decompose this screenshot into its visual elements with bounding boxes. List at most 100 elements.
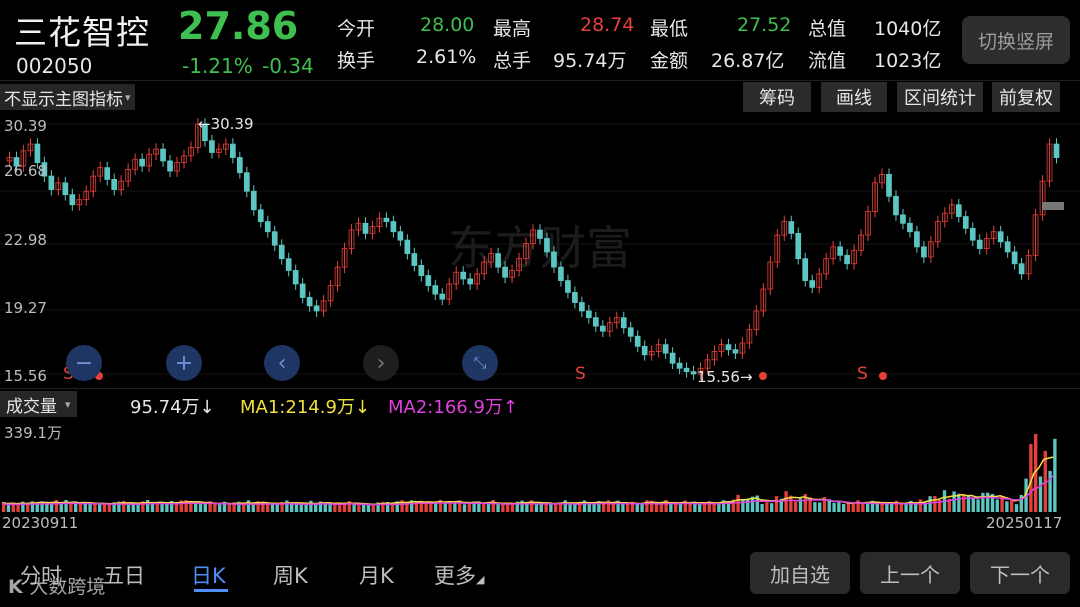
volume-bar — [952, 491, 956, 512]
tab-weekly-k[interactable]: 周K — [273, 564, 308, 588]
volume-bar — [923, 502, 927, 512]
volume-bar — [438, 499, 443, 512]
next-button[interactable]: 下一个 — [970, 552, 1070, 594]
y-tick-label: 19.27 — [4, 299, 47, 317]
scroll-right-icon[interactable]: › — [363, 345, 399, 381]
volume-bar — [1043, 450, 1047, 512]
indicator-select[interactable]: 不显示主图指标 ▾ — [0, 84, 135, 110]
candle-body — [250, 190, 257, 211]
candle-body — [907, 222, 913, 233]
add-watchlist-button[interactable]: 加自选 — [750, 552, 850, 594]
volume-bar — [429, 501, 433, 512]
volume-bar — [914, 502, 918, 512]
volume-bar — [146, 499, 150, 512]
range-stats-button[interactable]: 区间统计 — [897, 82, 983, 112]
volume-bar — [405, 502, 409, 512]
volume-bar — [270, 503, 275, 512]
volume-bar — [731, 499, 735, 512]
tab-intraday[interactable]: 分时 — [20, 564, 62, 588]
candle-body — [243, 172, 250, 192]
volume-bar — [467, 502, 471, 512]
shrink-icon[interactable]: ⤡ — [462, 345, 498, 381]
date-end: 20250117 — [986, 514, 1063, 532]
volume-bar — [741, 499, 745, 512]
volume-bar — [616, 500, 620, 512]
volume-bar — [477, 501, 481, 512]
volume-bar — [165, 503, 169, 512]
volume-bar — [573, 502, 577, 512]
candle-body — [585, 310, 592, 319]
candle-body — [369, 226, 376, 234]
volume-bar — [774, 496, 779, 512]
volume-bar — [861, 502, 865, 512]
candle-body — [160, 148, 166, 162]
candle-body — [320, 300, 327, 312]
chips-button[interactable]: 筹码 — [743, 82, 811, 112]
volume-bar — [688, 502, 692, 512]
candle-body — [271, 231, 278, 246]
candle-body — [844, 254, 850, 265]
volume-bar — [184, 500, 188, 512]
candle-body — [941, 212, 948, 223]
volume-bar — [1053, 438, 1057, 512]
candle-body — [48, 175, 55, 190]
stat-label-volume: 总手 — [493, 50, 532, 72]
volume-bar — [112, 502, 116, 512]
draw-line-button[interactable]: 画线 — [821, 82, 887, 112]
candle-body — [432, 285, 439, 295]
tab-five-day[interactable]: 五日 — [103, 564, 145, 588]
volume-bar — [453, 502, 457, 512]
zoom-in-icon[interactable]: + — [166, 345, 202, 381]
candle-body — [495, 253, 501, 268]
scroll-left-icon[interactable]: ‹ — [264, 345, 300, 381]
volume-bar — [515, 501, 519, 512]
volume-bar — [818, 502, 822, 512]
tab-monthly-k[interactable]: 月K — [359, 564, 394, 588]
candle-body — [236, 157, 243, 174]
volume-indicator-select[interactable]: 成交量 ▾ — [0, 391, 77, 417]
volume-bar — [35, 502, 39, 512]
candle-body — [446, 283, 453, 300]
volume-bar — [995, 499, 999, 512]
candle-body — [516, 258, 522, 271]
volume-bar — [563, 500, 567, 512]
volume-bar — [424, 501, 428, 512]
candle-body — [181, 155, 187, 164]
bottom-watermark-text: 大数跨境 — [29, 576, 106, 598]
volume-bar — [194, 501, 198, 512]
volume-bar — [323, 502, 327, 512]
candle-body — [488, 253, 494, 263]
candle-body — [13, 157, 20, 167]
volume-bar — [885, 503, 889, 512]
volume-bar — [539, 502, 543, 512]
candle-body — [118, 180, 125, 190]
volume-bar — [1000, 496, 1004, 512]
kline-chart[interactable]: 东方财富 — [0, 114, 1080, 388]
forward-adjust-button[interactable]: 前复权 — [992, 82, 1060, 112]
volume-bar — [909, 500, 913, 512]
candle-body — [599, 325, 606, 332]
previous-button[interactable]: 上一个 — [860, 552, 960, 594]
tab-daily-k[interactable]: 日K — [191, 564, 226, 588]
volume-bar — [962, 494, 966, 512]
candle-body — [788, 221, 795, 234]
candle-body — [341, 248, 348, 268]
candle-body — [746, 329, 753, 344]
candle-body — [704, 359, 711, 369]
volume-ma1: MA1:214.9万↓ — [240, 397, 370, 418]
volume-bar — [448, 500, 452, 512]
y-tick-label: 26.68 — [4, 162, 47, 180]
volume-bar — [822, 497, 827, 512]
volume-bar — [597, 501, 601, 512]
volume-bar — [318, 501, 323, 512]
tab-more[interactable]: 更多◢ — [434, 560, 484, 590]
switch-portrait-button[interactable]: 切换竖屏 — [962, 16, 1070, 64]
volume-bar — [1019, 494, 1023, 512]
candle-body — [613, 317, 620, 324]
candle-body — [27, 143, 34, 152]
volume-bar — [1005, 501, 1009, 512]
zoom-out-icon[interactable]: − — [66, 345, 102, 381]
volume-bar — [381, 501, 385, 512]
stat-label-amount: 金额 — [650, 50, 689, 72]
candle-body — [257, 209, 264, 223]
